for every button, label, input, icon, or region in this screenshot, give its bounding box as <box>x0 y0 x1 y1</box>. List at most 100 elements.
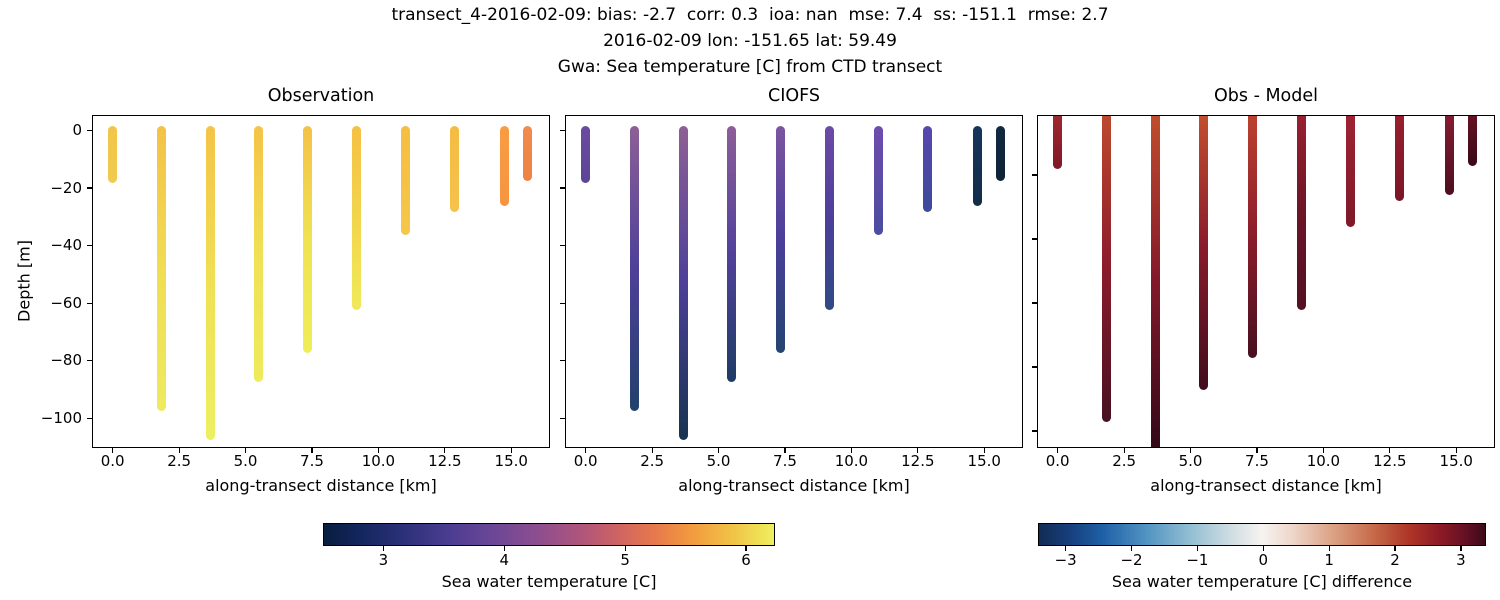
temperature-colorbar <box>323 523 775 546</box>
x-tick-label: 7.5 <box>300 452 324 470</box>
profile-bar <box>727 125 737 382</box>
y-tick <box>560 187 565 189</box>
colorbar-tick <box>1328 546 1330 551</box>
obs-minus-model-plot-area <box>1037 115 1495 448</box>
profile-bar <box>1445 116 1455 195</box>
ciofs-plot-area <box>565 115 1023 448</box>
x-tick-label: 15.0 <box>967 452 1001 470</box>
x-axis-label: along-transect distance [km] <box>1150 476 1382 495</box>
colorbar-tick <box>503 546 505 551</box>
colorbar-tick-label: 2 <box>1390 551 1400 569</box>
colorbar-tick-label: 3 <box>1456 551 1466 569</box>
colorbar-tick-label: 1 <box>1324 551 1334 569</box>
x-tick <box>510 448 512 453</box>
profile-bar <box>1394 116 1404 202</box>
x-tick-label: 10.0 <box>1306 452 1341 470</box>
x-tick-label: 0.0 <box>1045 452 1070 470</box>
figure-title-stats: transect_4-2016-02-09: bias: -2.7 corr: … <box>391 5 1109 25</box>
x-tick-label: 10.0 <box>361 452 396 470</box>
y-tick <box>1032 366 1037 368</box>
profile-bar <box>205 125 215 440</box>
x-axis-label: along-transect distance [km] <box>205 476 437 495</box>
profile-bar <box>996 125 1005 181</box>
profile-bar <box>254 125 264 382</box>
figure-title-date-location: 2016-02-09 lon: -151.65 lat: 59.49 <box>603 31 897 51</box>
y-tick <box>560 244 565 247</box>
profile-bar <box>1248 116 1258 359</box>
x-tick <box>1389 448 1391 453</box>
x-tick <box>917 448 919 453</box>
panel-title-ciofs: CIOFS <box>767 86 821 106</box>
x-tick <box>311 448 313 453</box>
profile-bar <box>678 125 688 440</box>
y-tick-label: 0 <box>72 121 82 139</box>
y-tick <box>87 360 92 362</box>
x-tick <box>850 448 852 453</box>
observation-plot-area <box>92 115 550 448</box>
colorbar-tick-label: −2 <box>1120 551 1143 569</box>
y-tick <box>560 417 565 419</box>
colorbar-tick-label: −3 <box>1054 551 1077 569</box>
profile-bar <box>629 125 639 411</box>
profile-bar <box>1101 116 1111 423</box>
x-axis-label: along-transect distance [km] <box>678 476 910 495</box>
x-tick <box>1123 448 1125 453</box>
panel-title-observation: Observation <box>267 86 375 106</box>
x-tick-label: 2.5 <box>1112 452 1137 470</box>
profile-bar <box>1468 116 1477 167</box>
x-tick-label: 2.5 <box>640 452 665 470</box>
x-tick <box>178 448 180 453</box>
profile-bar <box>523 125 532 181</box>
figure-title-variable: Gwa: Sea temperature [C] from CTD transe… <box>557 57 943 77</box>
colorbar-tick <box>382 546 384 551</box>
profile-bar <box>107 125 117 184</box>
x-tick <box>377 448 379 453</box>
difference-colorbar <box>1038 523 1486 546</box>
x-tick <box>1322 448 1324 453</box>
colorbar-tick-label: −1 <box>1186 551 1209 569</box>
colorbar-tick <box>745 546 747 551</box>
profile-bar <box>973 125 983 207</box>
x-tick-label: 2.5 <box>167 452 192 470</box>
x-tick-label: 15.0 <box>1439 452 1473 470</box>
y-tick <box>1032 238 1037 240</box>
colorbar-tick <box>1262 546 1264 551</box>
y-tick <box>1032 174 1037 176</box>
profile-bar <box>1052 116 1062 170</box>
x-tick-label: 0.0 <box>100 452 125 470</box>
x-tick <box>1455 448 1457 453</box>
x-tick <box>983 448 985 453</box>
profile-bar <box>303 125 313 354</box>
colorbar-tick <box>1460 546 1462 551</box>
x-tick-label: 10.0 <box>834 452 869 470</box>
profile-bar <box>874 125 883 236</box>
temperature-colorbar-label: Sea water temperature [C] <box>441 572 657 591</box>
panel-title-obs-minus-model: Obs - Model <box>1214 86 1318 106</box>
y-tick-label: −100 <box>40 408 82 427</box>
x-tick-label: 0.0 <box>573 452 598 470</box>
x-tick-label: 12.5 <box>901 452 935 470</box>
colorbar-tick-label: 0 <box>1258 551 1269 569</box>
y-tick <box>87 244 92 247</box>
y-tick <box>1032 430 1037 432</box>
y-tick-label: −40 <box>50 236 82 255</box>
profile-bar <box>156 125 166 411</box>
x-tick <box>244 448 247 453</box>
difference-colorbar-label: Sea water temperature [C] difference <box>1111 572 1413 591</box>
profile-bar <box>500 125 510 207</box>
profile-bar <box>1199 116 1209 391</box>
y-tick <box>1032 302 1037 304</box>
profile-bar <box>449 125 459 213</box>
x-tick-label: 7.5 <box>1245 452 1269 470</box>
profile-bar <box>1297 116 1307 311</box>
y-tick-label: −80 <box>50 351 82 370</box>
colorbar-tick-label: 6 <box>741 551 751 569</box>
x-tick-label: 5.0 <box>233 452 258 470</box>
y-tick <box>560 302 565 304</box>
x-tick <box>585 448 587 453</box>
x-tick <box>784 448 786 453</box>
y-tick <box>87 417 92 419</box>
x-tick-label: 5.0 <box>1178 452 1203 470</box>
colorbar-tick <box>1394 546 1396 551</box>
